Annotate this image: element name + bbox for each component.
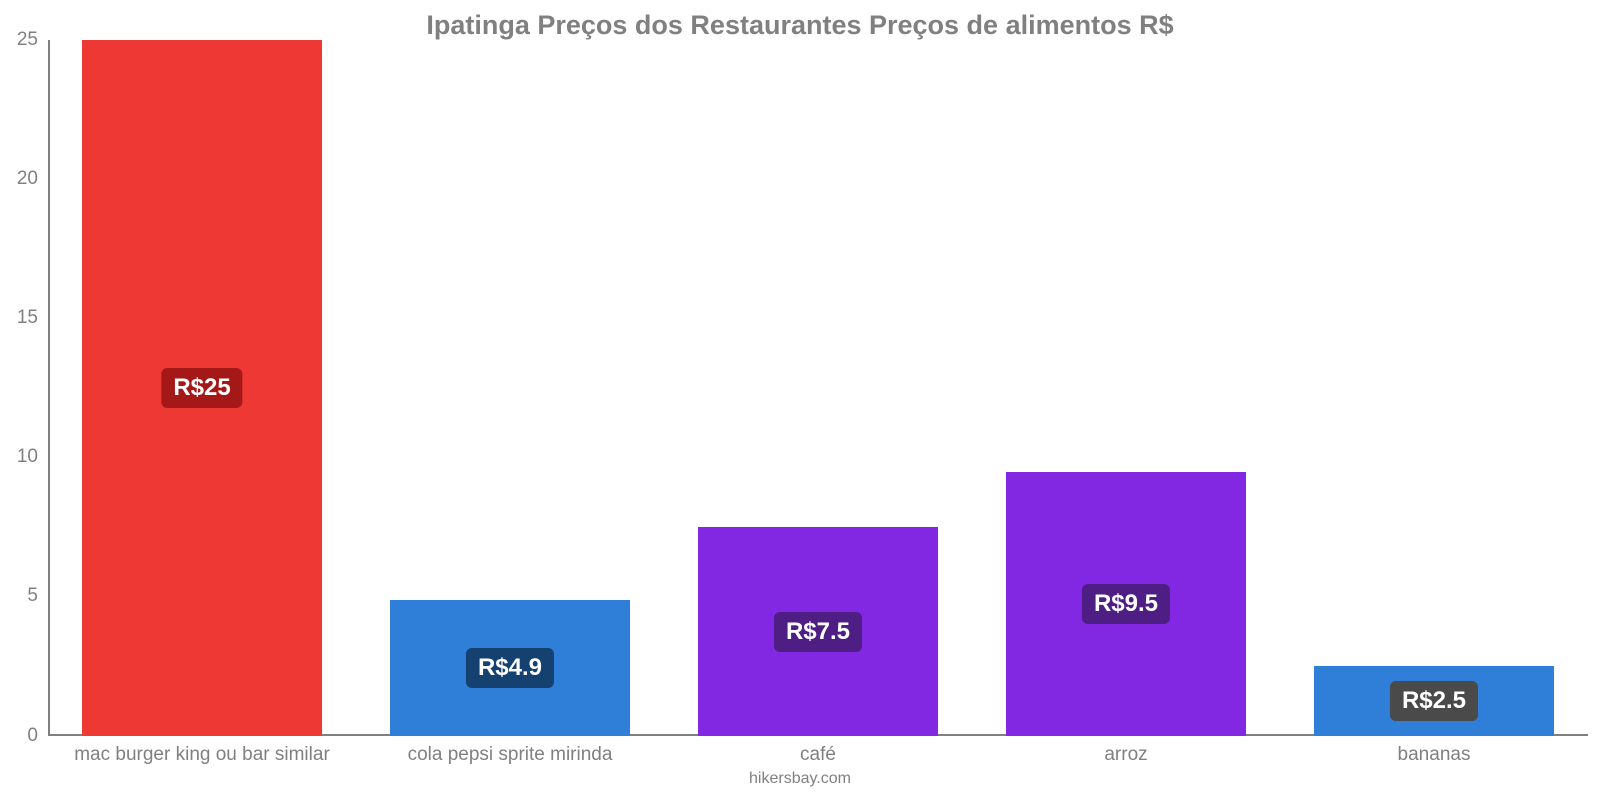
- y-axis-line: [48, 40, 50, 736]
- x-tick-label: mac burger king ou bar similar: [74, 744, 330, 766]
- value-badge: R$25: [161, 368, 242, 408]
- y-tick-label: 20: [0, 168, 38, 190]
- plot-area: R$25 R$4.9 R$7.5 R$9.5 R$2.5: [48, 40, 1588, 736]
- value-badge: R$7.5: [774, 612, 862, 652]
- y-tick-label: 25: [0, 29, 38, 51]
- y-tick-label: 0: [0, 725, 38, 747]
- y-tick-label: 5: [0, 585, 38, 607]
- value-badge: R$9.5: [1082, 584, 1170, 624]
- x-tick-label: café: [800, 744, 836, 766]
- x-tick-label: bananas: [1398, 744, 1471, 766]
- x-tick-label: cola pepsi sprite mirinda: [408, 744, 613, 766]
- chart-title: Ipatinga Preços dos Restaurantes Preços …: [0, 10, 1600, 41]
- y-tick-label: 15: [0, 307, 38, 329]
- x-tick-label: arroz: [1104, 744, 1147, 766]
- value-badge: R$4.9: [466, 648, 554, 688]
- value-badge: R$2.5: [1390, 681, 1478, 721]
- y-tick-label: 10: [0, 446, 38, 468]
- attribution-text: hikersbay.com: [0, 770, 1600, 788]
- chart-container: Ipatinga Preços dos Restaurantes Preços …: [0, 0, 1600, 800]
